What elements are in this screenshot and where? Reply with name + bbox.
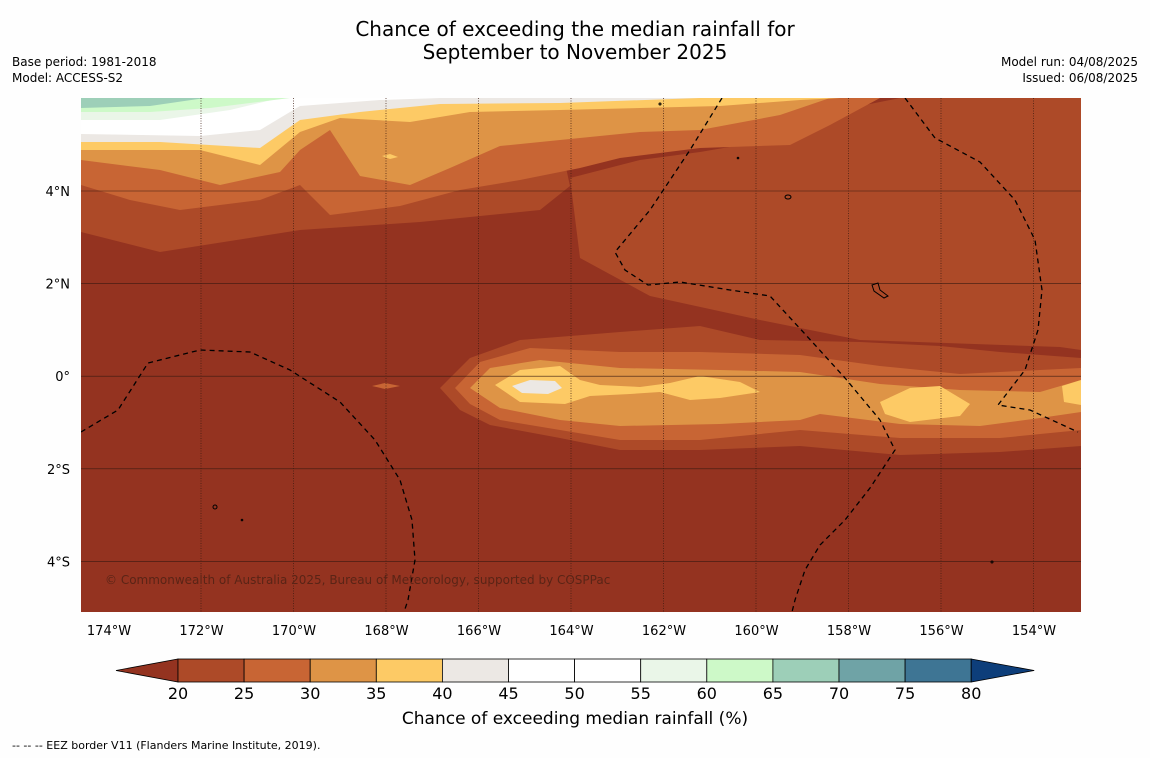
longitude-tick-label: 154°W <box>1012 624 1056 639</box>
eez-border-east-loop <box>614 98 896 612</box>
eez-border-east-outer <box>904 98 1079 433</box>
island-southwest <box>212 504 218 510</box>
latitude-tick-label: 4°S <box>47 555 70 570</box>
colorbar-tick-label: 25 <box>234 684 254 703</box>
longitude-ticks: 174°W 172°W 170°W 168°W 166°W 164°W 162°W 160°W… <box>87 624 1056 639</box>
eez-border-west <box>81 349 416 612</box>
map-field <box>81 98 1081 612</box>
island-kiritimati <box>871 282 889 299</box>
colorbar-tick-label: 45 <box>498 684 518 703</box>
colorbar-tick-label: 50 <box>564 684 584 703</box>
longitude-tick-label: 158°W <box>827 624 871 639</box>
colorbar-tick-label: 80 <box>961 684 981 703</box>
colorbar-segment <box>243 658 311 683</box>
colorbar-segment <box>177 658 245 683</box>
colorbar-tick-label: 65 <box>763 684 783 703</box>
field-band-40-equator <box>512 380 562 394</box>
latitude-tick-label: 2°N <box>46 278 71 293</box>
colorbar-extend-low <box>115 658 179 683</box>
colorbar-tick-label: 40 <box>432 684 452 703</box>
map-title: Chance of exceeding the median rainfall … <box>0 18 1150 64</box>
islands <box>212 102 994 564</box>
colorbar-segment <box>309 658 377 683</box>
title-line-2: September to November 2025 <box>422 40 728 64</box>
colorbar-segment <box>706 658 774 683</box>
model-name: Model: ACCESS-S2 <box>12 71 124 85</box>
colorbar-extend-high <box>970 658 1035 683</box>
colorbar-segment <box>375 658 443 683</box>
colorbar-segment <box>640 658 708 683</box>
eez-borders <box>81 98 1079 612</box>
longitude-tick-label: 156°W <box>919 624 963 639</box>
colorbar-tick-label: 60 <box>697 684 717 703</box>
longitude-tick-label: 164°W <box>549 624 593 639</box>
colorbar-labels: 20 25 30 35 40 45 50 55 60 65 70 75 80 <box>168 684 982 703</box>
island-dot-2 <box>736 156 740 160</box>
colorbar-tick-label: 35 <box>366 684 386 703</box>
colorbar-tick-label: 30 <box>300 684 320 703</box>
colorbar-segment <box>508 658 575 683</box>
colorbar-segment <box>772 658 840 683</box>
longitude-tick-label: 166°W <box>457 624 501 639</box>
longitude-tick-label: 162°W <box>642 624 686 639</box>
field-band-35-equator <box>495 366 1081 422</box>
field-band-65-north <box>81 98 205 108</box>
colorbar-tick-label: 75 <box>895 684 915 703</box>
copyright-text: © Commonwealth of Australia 2025, Bureau… <box>105 573 610 587</box>
eez-footnote: -- -- -- EEZ border V11 (Flanders Marine… <box>12 739 321 752</box>
latitude-tick-label: 0° <box>55 370 70 385</box>
island-north <box>784 194 792 200</box>
colorbar-segment <box>838 658 906 683</box>
colorbar-segment <box>904 658 972 683</box>
island-dot-4 <box>990 560 994 564</box>
longitude-tick-label: 160°W <box>734 624 778 639</box>
longitude-tick-label: 172°W <box>179 624 223 639</box>
longitude-tick-label: 174°W <box>87 624 131 639</box>
island-dot-3 <box>240 518 244 522</box>
base-period: Base period: 1981-2018 <box>12 55 157 69</box>
meta-left: Base period: 1981-2018 Model: ACCESS-S2 <box>12 54 157 86</box>
issued-date: Issued: 06/08/2025 <box>1022 71 1138 85</box>
title-line-1: Chance of exceeding the median rainfall … <box>355 17 795 41</box>
latitude-tick-label: 2°S <box>47 463 70 478</box>
colorbar-tick-label: 20 <box>168 684 188 703</box>
longitude-tick-label: 168°W <box>364 624 408 639</box>
model-run: Model run: 04/08/2025 <box>1000 55 1138 69</box>
longitude-tick-label: 170°W <box>272 624 316 639</box>
colorbar <box>115 658 1035 683</box>
graticule <box>81 98 1081 612</box>
colorbar-segment <box>574 658 642 683</box>
latitude-tick-label: 4°N <box>46 185 71 200</box>
meta-right: Model run: 04/08/2025 Issued: 06/08/2025 <box>1001 54 1138 86</box>
latitude-ticks: 4°N 2°N 0° 2°S 4°S <box>46 185 71 570</box>
island-dot-1 <box>658 102 662 106</box>
colorbar-segment <box>441 658 509 683</box>
field-spot-35-north <box>382 154 398 159</box>
colorbar-tick-label: 55 <box>631 684 651 703</box>
colorbar-tick-label: 70 <box>829 684 849 703</box>
colorbar-title: Chance of exceeding median rainfall (%) <box>401 709 749 729</box>
